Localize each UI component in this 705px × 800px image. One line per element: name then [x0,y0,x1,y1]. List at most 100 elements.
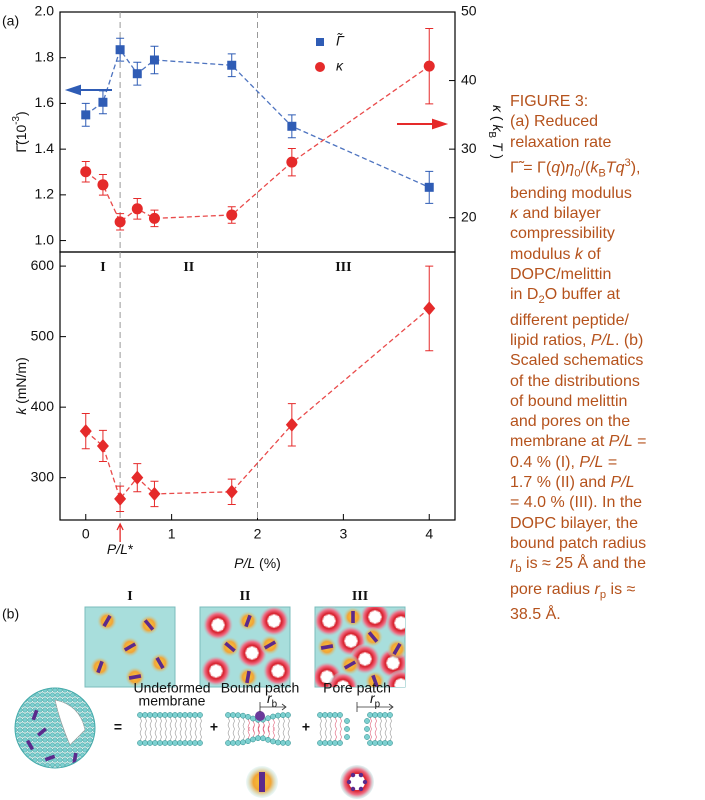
lipid-head [157,740,163,746]
lipid-head [17,757,23,763]
lipid-head [60,692,65,698]
guide-line [85,65,430,223]
lipid-head [344,734,350,740]
lipid-head [50,762,55,768]
component-label: membrane [139,693,206,709]
y2-axis-label: κ ( kB T ) [486,105,506,159]
lipid-head [187,712,193,718]
lipid-head [60,742,65,748]
lipid-head [27,688,33,693]
lipid-head [50,732,55,738]
marker [131,203,143,215]
lipid-head [82,757,88,763]
lipid-head [42,717,48,723]
marker [97,179,109,191]
lipid-head [25,732,30,738]
lipid-head [15,762,20,768]
lipid-tail [267,720,270,738]
panel-label: (b) [2,606,19,622]
lipid-head [90,692,95,698]
radius-label: rb [267,690,278,710]
lipid-head [52,717,58,723]
caption-line: DOPC bilayer, the [510,514,639,532]
melittin [25,739,35,751]
text-run: (%) [255,555,281,571]
lipid-head [30,722,35,728]
y-tick-label: 1.0 [35,231,55,247]
lipid-head [37,707,43,713]
lipid-head [42,707,48,713]
pore-core [267,614,281,628]
vesicle-cut [54,699,86,746]
lipid-tail [164,716,167,742]
text-run: * [128,541,134,557]
caption-line: 0.4 % (I), P/L = [510,453,702,473]
lipid-head [50,712,55,718]
lipid-head [77,747,83,753]
y-tick-label: 2.0 [35,3,55,19]
lipid-head [235,739,241,746]
lipid-head [270,713,276,720]
lipid-head [15,707,18,713]
lipid-head [77,688,83,693]
lipid-head [77,707,83,713]
text-run: r [370,690,376,706]
lipid-tail [329,716,332,742]
text-run: is ≈ [606,580,636,598]
panel-clip [90,611,170,687]
lipid-head [285,740,291,746]
caption-line: 38.5 Å. [510,606,561,624]
lipid-head [265,736,271,743]
melittin [37,727,47,737]
text-run: b [515,563,522,576]
lipid-head [75,762,80,768]
text-run: and bilayer [518,205,601,222]
pore-core [211,618,225,632]
marker [226,209,238,221]
text-run: B [486,131,497,138]
melittin [128,674,142,680]
lipid-head [152,740,158,746]
radius-arrow [356,702,394,712]
lipid-head [40,692,45,698]
lipid-head [15,688,18,693]
caption-line: bending modulus [510,184,632,202]
lipid-head [285,712,291,718]
lipid-head [230,712,236,718]
marker [114,491,127,506]
pore-core [368,610,382,624]
caption: FIGURE 3: (a) Reduced relaxation rate Γ̃ = … [510,92,702,626]
text-run: of [582,245,601,263]
text-run: (mN/m) [13,357,29,408]
text-run: r [510,555,516,573]
lipid-head [52,747,58,753]
lipid-tail [324,716,327,742]
lipid-head [17,697,23,703]
operator: + [302,719,310,735]
lipid-head [37,697,43,703]
lipid-head [177,740,183,746]
lipid-head [337,740,343,746]
lipid-head [32,737,38,743]
lipid-tail [379,716,382,742]
melittin [367,631,379,643]
marker [285,417,298,432]
lipid-head [27,727,33,733]
lipid-head [82,688,88,693]
lipid-head [92,727,95,733]
lipid-head [344,726,350,732]
lipid-head [40,752,45,758]
schematic-panel [199,606,291,688]
lipid-head [260,735,266,742]
guide-line [85,48,430,188]
lipid-head [62,737,68,743]
pore-core [394,678,405,687]
schematic-panel-label: I [127,589,132,604]
caption-line: (a) Reduced [510,113,599,131]
lipid-head [37,717,43,723]
lipid-head [15,722,20,728]
melittin [224,641,236,653]
lipid-head [22,747,28,753]
lipid-head [80,712,85,718]
